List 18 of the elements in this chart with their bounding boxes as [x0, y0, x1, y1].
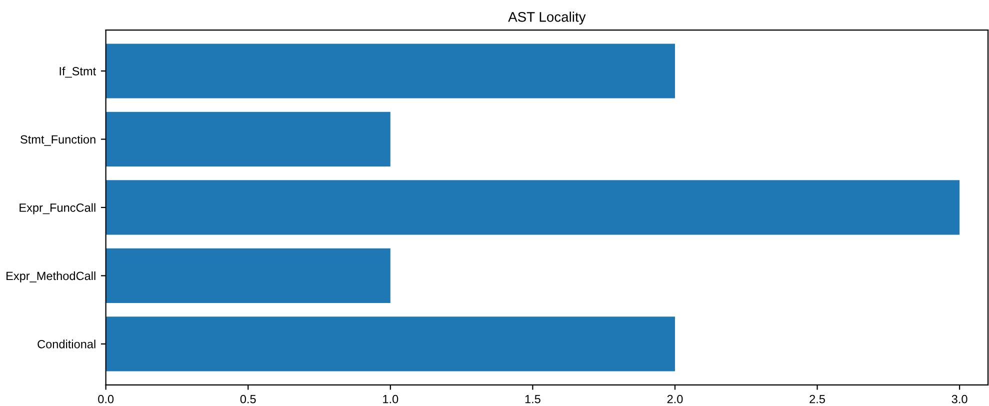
bar [106, 112, 390, 167]
x-tick-label: 0.5 [240, 394, 256, 404]
y-tick-label: Conditional [38, 340, 96, 348]
bar [106, 180, 960, 235]
chart-title: AST Locality [508, 12, 586, 25]
x-tick-label: 1.0 [383, 394, 398, 404]
bar [106, 248, 390, 303]
x-tick-label: 1.5 [525, 395, 540, 404]
y-tick-label: Expr_MethodCall [6, 271, 96, 282]
y-tick-label: If_Stmt [60, 66, 96, 78]
x-tick-label: 2.5 [810, 394, 825, 404]
bar [106, 316, 675, 372]
x-tick-label: 0.0 [98, 394, 114, 404]
y-tick-label: Stmt_Function [20, 134, 96, 146]
bar [106, 44, 675, 98]
x-tick-label: 2.0 [667, 394, 683, 404]
y-tick-label: Expr_FuncCall [20, 203, 96, 214]
x-tick-label: 3.0 [952, 394, 968, 404]
